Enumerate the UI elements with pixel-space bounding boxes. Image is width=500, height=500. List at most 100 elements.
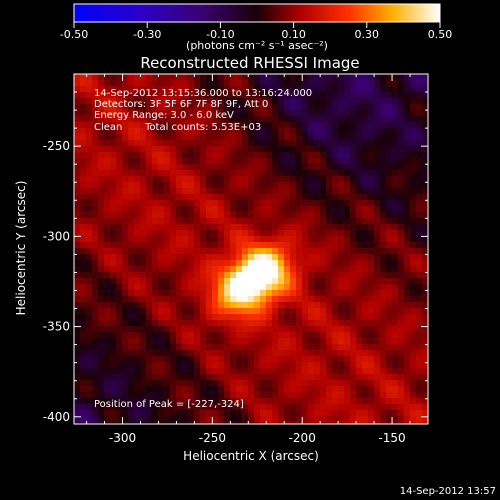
- heatmap-cell: [218, 284, 224, 290]
- heatmap-cell: [302, 200, 308, 206]
- heatmap-cell: [92, 368, 98, 374]
- heatmap-cell: [290, 206, 296, 212]
- heatmap-cell: [110, 218, 116, 224]
- heatmap-cell: [122, 332, 128, 338]
- heatmap-cell: [122, 188, 128, 194]
- heatmap-cell: [200, 344, 206, 350]
- heatmap-cell: [302, 278, 308, 284]
- heatmap-cell: [404, 116, 410, 122]
- heatmap-cell: [146, 344, 152, 350]
- heatmap-cell: [314, 110, 320, 116]
- heatmap-cell: [104, 308, 110, 314]
- heatmap-cell: [104, 176, 110, 182]
- heatmap-cell: [134, 404, 140, 410]
- heatmap-cell: [140, 128, 146, 134]
- heatmap-cell: [236, 314, 242, 320]
- heatmap-cell: [350, 182, 356, 188]
- heatmap-cell: [392, 182, 398, 188]
- heatmap-cell: [170, 200, 176, 206]
- heatmap-cell: [146, 194, 152, 200]
- heatmap-cell: [176, 260, 182, 266]
- heatmap-cell: [392, 416, 398, 422]
- heatmap-cell: [212, 368, 218, 374]
- heatmap-cell: [92, 278, 98, 284]
- heatmap-cell: [116, 188, 122, 194]
- heatmap-cell: [74, 224, 80, 230]
- heatmap-cell: [158, 110, 164, 116]
- heatmap-cell: [368, 218, 374, 224]
- heatmap-cell: [416, 146, 422, 152]
- heatmap-cell: [164, 320, 170, 326]
- heatmap-cell: [224, 284, 230, 290]
- heatmap-cell: [176, 290, 182, 296]
- heatmap-cell: [266, 272, 272, 278]
- heatmap-cell: [278, 416, 284, 422]
- heatmap-cell: [110, 194, 116, 200]
- heatmap-cell: [98, 182, 104, 188]
- heatmap-cell: [326, 188, 332, 194]
- heatmap-cell: [272, 344, 278, 350]
- heatmap-cell: [368, 266, 374, 272]
- heatmap-cell: [248, 182, 254, 188]
- heatmap-cell: [122, 242, 128, 248]
- heatmap-cell: [200, 404, 206, 410]
- heatmap-cell: [170, 152, 176, 158]
- heatmap-cell: [128, 296, 134, 302]
- heatmap-cell: [152, 170, 158, 176]
- heatmap-cell: [98, 194, 104, 200]
- heatmap-cell: [92, 290, 98, 296]
- heatmap-cell: [242, 290, 248, 296]
- heatmap-cell: [302, 248, 308, 254]
- heatmap-cell: [80, 98, 86, 104]
- heatmap-cell: [206, 212, 212, 218]
- heatmap-cell: [194, 164, 200, 170]
- heatmap-cell: [344, 104, 350, 110]
- heatmap-cell: [116, 248, 122, 254]
- heatmap-cell: [98, 320, 104, 326]
- heatmap-cell: [392, 266, 398, 272]
- heatmap-cell: [332, 80, 338, 86]
- heatmap-cell: [230, 206, 236, 212]
- heatmap-cell: [266, 296, 272, 302]
- heatmap-cell: [314, 212, 320, 218]
- heatmap-cell: [140, 296, 146, 302]
- heatmap-cell: [362, 218, 368, 224]
- heatmap-cell: [368, 242, 374, 248]
- heatmap-cell: [86, 284, 92, 290]
- heatmap-cell: [344, 188, 350, 194]
- heatmap-cell: [338, 158, 344, 164]
- heatmap-cell: [158, 230, 164, 236]
- heatmap-cell: [404, 380, 410, 386]
- heatmap-cell: [80, 332, 86, 338]
- heatmap-cell: [374, 332, 380, 338]
- heatmap-cell: [152, 386, 158, 392]
- heatmap-cell: [284, 200, 290, 206]
- heatmap-cell: [362, 260, 368, 266]
- heatmap-cell: [380, 332, 386, 338]
- heatmap-cell: [368, 98, 374, 104]
- heatmap-cell: [290, 116, 296, 122]
- heatmap-cell: [350, 296, 356, 302]
- heatmap-cell: [278, 350, 284, 356]
- heatmap-cell: [176, 98, 182, 104]
- heatmap-cell: [284, 392, 290, 398]
- heatmap-cell: [206, 188, 212, 194]
- heatmap-cell: [260, 386, 266, 392]
- heatmap-cell: [338, 386, 344, 392]
- heatmap-cell: [200, 74, 206, 80]
- heatmap-cell: [224, 164, 230, 170]
- heatmap-cell: [416, 266, 422, 272]
- heatmap-cell: [176, 272, 182, 278]
- heatmap-cell: [116, 80, 122, 86]
- heatmap-cell: [374, 104, 380, 110]
- heatmap-cell: [146, 182, 152, 188]
- heatmap-cell: [200, 80, 206, 86]
- heatmap-cell: [80, 86, 86, 92]
- heatmap-cell: [212, 116, 218, 122]
- heatmap-cell: [398, 344, 404, 350]
- heatmap-cell: [212, 104, 218, 110]
- heatmap-cell: [194, 242, 200, 248]
- heatmap-cell: [374, 188, 380, 194]
- heatmap-cell: [200, 194, 206, 200]
- heatmap-cell: [140, 200, 146, 206]
